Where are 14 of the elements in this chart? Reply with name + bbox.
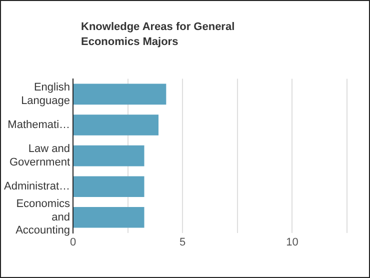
y-tick-label: Economics and Accounting [16, 198, 71, 237]
bar [74, 114, 158, 136]
bar [74, 176, 144, 197]
y-tick-label: Mathemati… [8, 119, 70, 132]
chart-title: Knowledge Areas for General Economics Majors [81, 20, 236, 50]
x-tick-label: 10 [286, 236, 298, 248]
y-tick-label: Law and Government [9, 143, 70, 168]
bar [74, 207, 144, 228]
y-tick-label: Administrat… [4, 180, 70, 193]
bar [74, 84, 166, 105]
bar [74, 145, 144, 166]
x-tick-label: 0 [70, 236, 76, 248]
x-tick-label: 5 [180, 236, 186, 248]
y-tick-label: English Language [21, 82, 70, 107]
